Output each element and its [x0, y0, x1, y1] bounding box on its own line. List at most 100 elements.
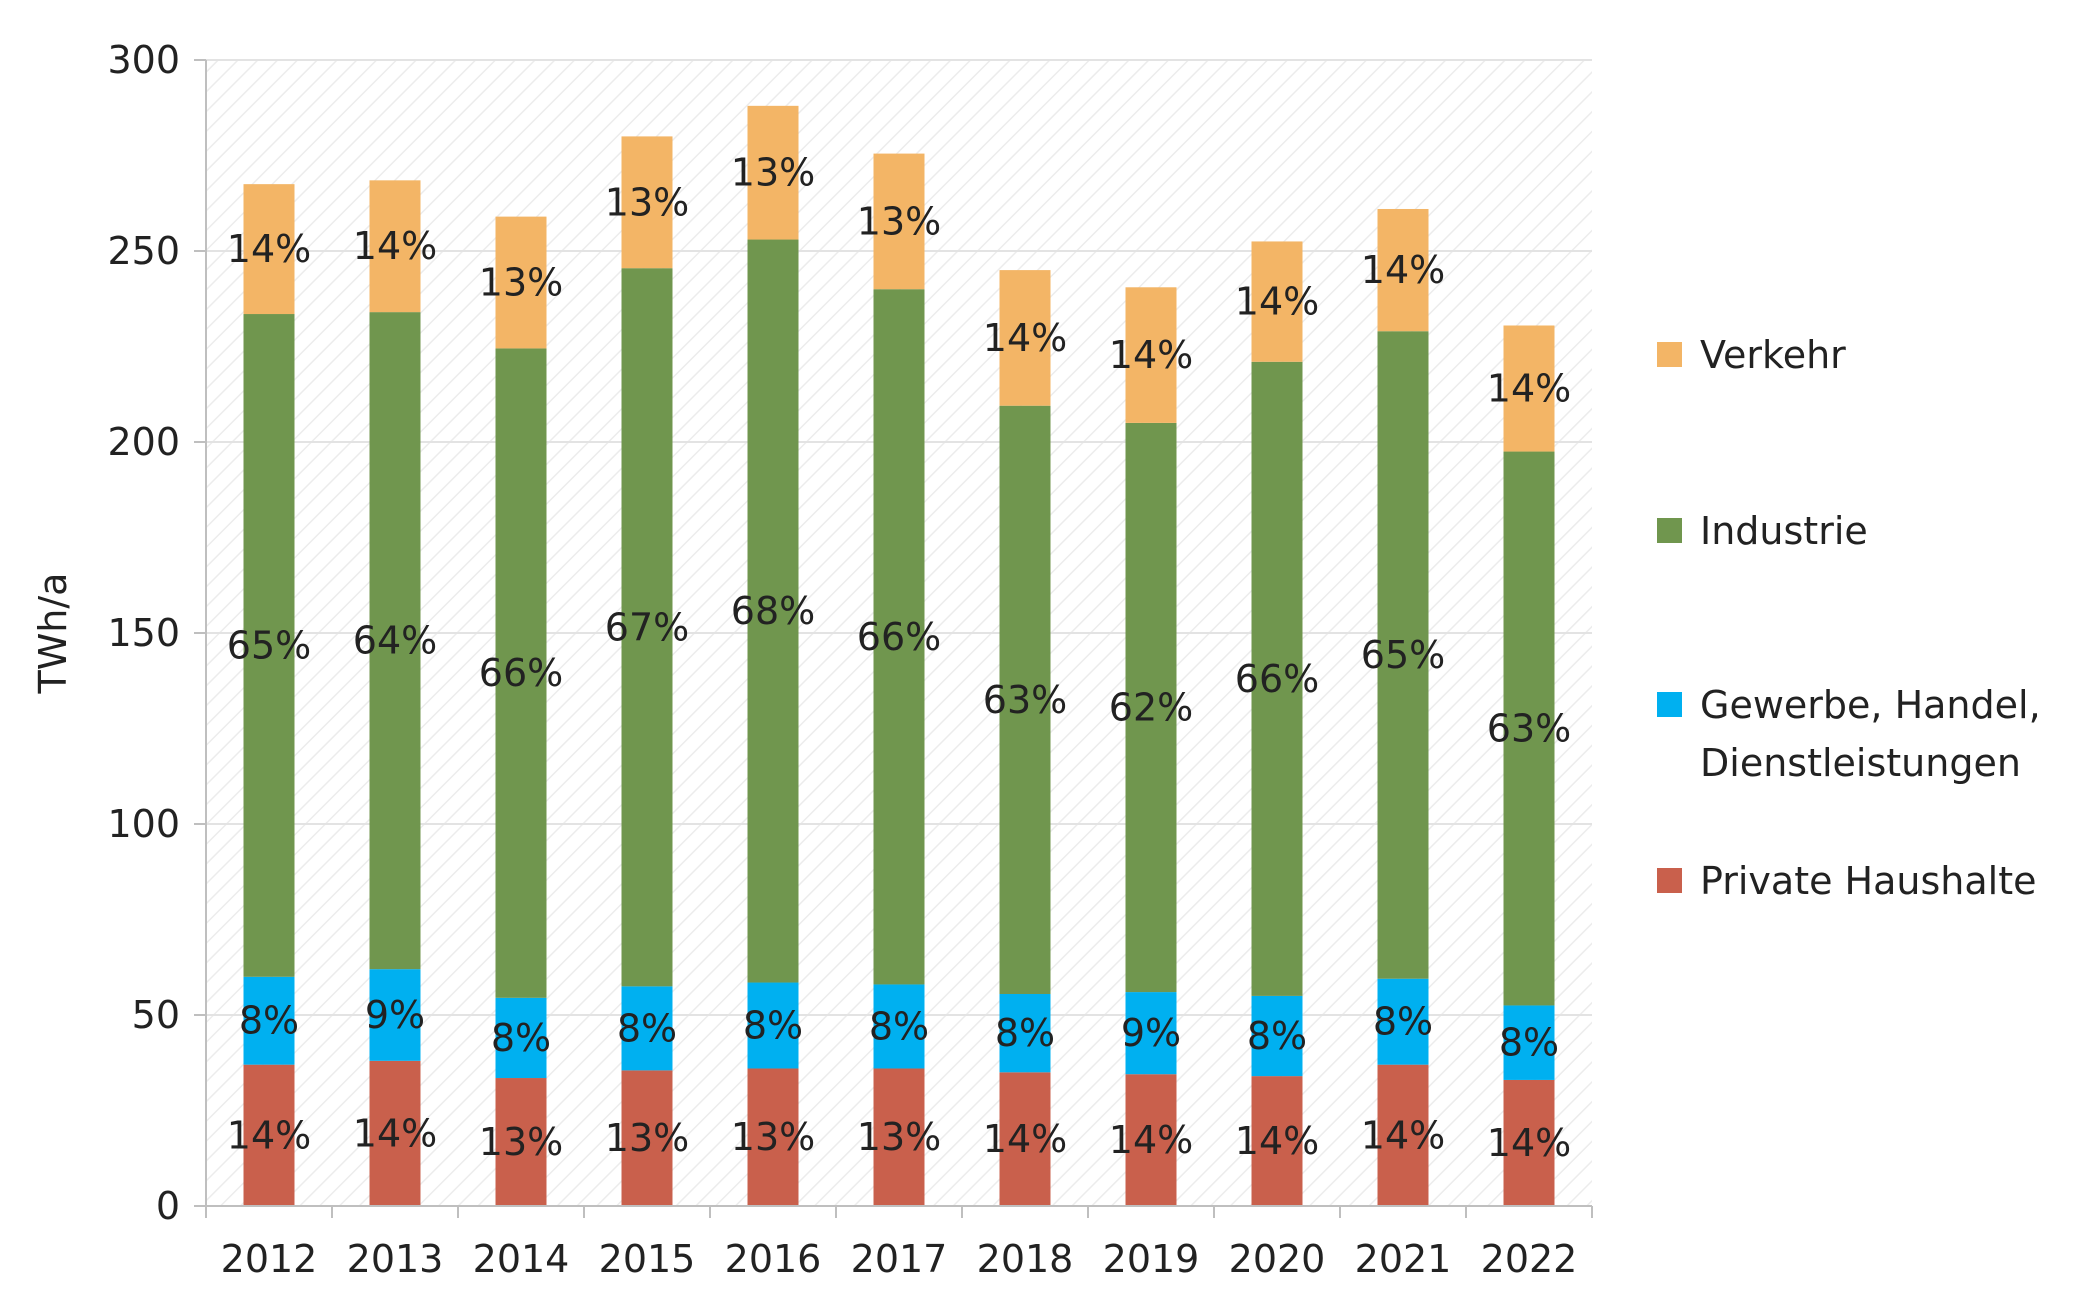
segment-label: 14%: [983, 316, 1067, 360]
segment-label: 67%: [605, 605, 689, 649]
bar-segment: [747, 105, 799, 240]
bar-segment: [1377, 1064, 1429, 1206]
segment-label: 9%: [365, 993, 425, 1037]
y-axis-title: TWh/a: [31, 573, 75, 695]
segment-label: 65%: [227, 623, 311, 667]
segment-label: 8%: [1247, 1014, 1307, 1058]
bar-segment: [495, 997, 547, 1079]
segment-label: 13%: [479, 261, 563, 305]
segment-label: 63%: [1487, 707, 1571, 751]
y-tick-label: 100: [107, 802, 180, 846]
segment-label: 14%: [983, 1117, 1067, 1161]
segment-label: 13%: [605, 180, 689, 224]
segment-label: 14%: [1361, 1113, 1445, 1157]
bar-segment: [243, 184, 295, 315]
segment-label: 8%: [743, 1004, 803, 1048]
y-tick-label: 250: [107, 229, 180, 273]
legend-swatch: [1657, 518, 1682, 543]
x-tick-label: 2014: [473, 1237, 570, 1281]
bar-segment: [621, 986, 673, 1071]
segment-label: 13%: [857, 1115, 941, 1159]
segment-label: 66%: [857, 615, 941, 659]
segment-label: 8%: [617, 1006, 677, 1050]
segment-label: 14%: [353, 1111, 437, 1155]
segment-label: 8%: [239, 999, 299, 1043]
segment-label: 14%: [1109, 333, 1193, 377]
segment-label: 13%: [731, 151, 815, 195]
bar-segment: [1125, 1074, 1177, 1206]
bar-segment: [873, 289, 925, 985]
y-tick-label: 300: [107, 38, 180, 82]
segment-label: 14%: [1109, 1118, 1193, 1162]
segment-label: 14%: [1235, 1119, 1319, 1163]
segment-label: 14%: [1487, 1121, 1571, 1165]
segment-label: 14%: [227, 227, 311, 271]
segment-label: 68%: [731, 589, 815, 633]
bar-segment: [1125, 287, 1177, 423]
segment-label: 9%: [1121, 1011, 1181, 1055]
bar-segment: [873, 153, 925, 290]
bar-segment: [369, 180, 421, 313]
bar-segment: [369, 312, 421, 970]
x-tick-label: 2020: [1229, 1237, 1326, 1281]
bar-segment: [1125, 992, 1177, 1075]
bar-segment: [1377, 978, 1429, 1065]
legend-label: Dienstleistungen: [1700, 741, 2021, 785]
segment-label: 14%: [1487, 367, 1571, 411]
bar-segment: [999, 1072, 1051, 1206]
segment-label: 13%: [479, 1120, 563, 1164]
bar-segment: [1503, 1079, 1555, 1206]
segment-labels: 14% 8% 65% 14% 14% 9% 64% 14% 13% 8% 66% 13% 13% 8% 67…: [227, 151, 1571, 1165]
segment-label: 14%: [1235, 280, 1319, 324]
legend-label: Gewerbe, Handel,: [1700, 683, 2041, 727]
segment-label: 14%: [353, 224, 437, 268]
bar-segment: [243, 1064, 295, 1206]
segment-label: 66%: [479, 651, 563, 695]
bar-segment: [1125, 422, 1177, 993]
bar-segment: [999, 993, 1051, 1073]
bar-segment: [621, 136, 673, 269]
x-tick-label: 2017: [851, 1237, 948, 1281]
x-tick-label: 2013: [347, 1237, 444, 1281]
bar-segment: [243, 976, 295, 1065]
segment-label: 64%: [353, 619, 437, 663]
bar-segment: [495, 216, 547, 349]
bar-segment: [369, 969, 421, 1061]
legend-swatch: [1657, 342, 1682, 367]
legend: Verkehr Industrie Gewerbe, Handel, Dienstle…: [1657, 333, 2041, 903]
segment-label: 8%: [995, 1011, 1055, 1055]
segment-label: 8%: [1499, 1021, 1559, 1065]
x-tick-label: 2016: [725, 1237, 822, 1281]
y-tick-label: 0: [156, 1184, 180, 1228]
y-tick-label: 150: [107, 611, 180, 655]
segment-label: 8%: [491, 1016, 551, 1060]
segment-label: 66%: [1235, 657, 1319, 701]
x-tick-label: 2019: [1103, 1237, 1200, 1281]
segment-label: 8%: [1373, 1000, 1433, 1044]
bar-segment: [1503, 325, 1555, 452]
bar-segment: [1251, 361, 1303, 996]
bar-segment: [747, 1068, 799, 1206]
segment-label: 14%: [227, 1113, 311, 1157]
segment-label: 8%: [869, 1004, 929, 1048]
segment-label: 13%: [857, 199, 941, 243]
axes: 0 50 100 150 200 250 300 2012 2013 2014 2015 2016 20…: [107, 38, 1593, 1281]
bar-segment: [1503, 1005, 1555, 1080]
legend-swatch: [1657, 868, 1682, 893]
bar-segment: [495, 348, 547, 998]
segment-label: 62%: [1109, 685, 1193, 729]
bars: [243, 105, 1555, 1206]
legend-label: Private Haushalte: [1700, 859, 2037, 903]
x-tick-label: 2015: [599, 1237, 696, 1281]
bar-segment: [1377, 331, 1429, 979]
legend-label: Industrie: [1700, 509, 1868, 553]
segment-label: 13%: [731, 1115, 815, 1159]
bar-segment: [621, 1070, 673, 1206]
bar-segment: [369, 1060, 421, 1206]
bar-segment: [1251, 241, 1303, 362]
x-tick-label: 2012: [221, 1237, 318, 1281]
legend-label: Verkehr: [1700, 333, 1846, 377]
bar-segment: [747, 982, 799, 1069]
bar-segment: [747, 239, 799, 983]
